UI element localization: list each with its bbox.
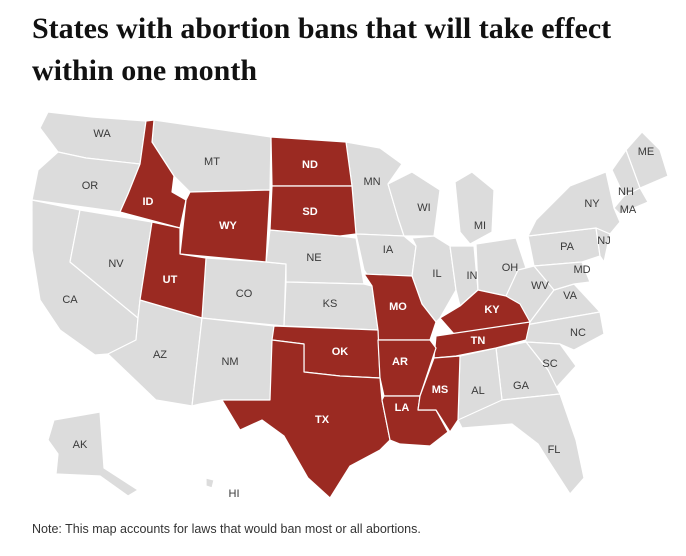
map-note: Note: This map accounts for laws that wo…: [32, 522, 421, 536]
state-wy: [179, 189, 271, 263]
state-label-in: IN: [467, 270, 478, 282]
state-label-tx: TX: [315, 414, 330, 426]
state-label-nc: NC: [570, 327, 586, 339]
state-ak: [47, 411, 139, 497]
state-label-ak: AK: [73, 439, 88, 451]
state-label-mo: MO: [389, 301, 407, 313]
state-label-ne: NE: [306, 252, 321, 264]
state-label-nj: NJ: [597, 235, 610, 247]
state-label-tn: TN: [471, 335, 486, 347]
state-label-sd: SD: [302, 206, 317, 218]
state-hi: [205, 477, 215, 489]
state-label-ca: CA: [62, 294, 78, 306]
state-label-fl: FL: [548, 444, 561, 456]
state-ms: [417, 355, 461, 433]
state-tx: [221, 339, 391, 499]
state-sd: [269, 185, 357, 237]
state-label-mi: MI: [474, 220, 486, 232]
state-label-mn: MN: [363, 176, 380, 188]
state-label-sc: SC: [542, 358, 557, 370]
state-label-wi: WI: [417, 202, 430, 214]
state-label-va: VA: [563, 290, 578, 302]
state-md: [533, 261, 591, 291]
state-label-wv: WV: [531, 280, 549, 292]
state-nj: [595, 227, 611, 263]
state-label-nh: NH: [618, 186, 634, 198]
state-label-nv: NV: [108, 258, 124, 270]
state-label-la: LA: [395, 402, 410, 414]
state-label-id: ID: [143, 196, 154, 208]
state-label-mt: MT: [204, 156, 220, 168]
state-fl: [457, 393, 585, 495]
state-label-il: IL: [432, 268, 441, 280]
state-il: [411, 235, 457, 323]
state-ny: [527, 171, 621, 237]
state-ut: [139, 221, 207, 319]
state-label-ia: IA: [383, 244, 394, 256]
state-label-md: MD: [573, 264, 590, 276]
state-label-ma: MA: [620, 204, 637, 216]
state-label-az: AZ: [153, 349, 167, 361]
state-mi: [454, 171, 495, 245]
state-label-me: ME: [638, 146, 655, 158]
state-label-ok: OK: [332, 346, 349, 358]
state-label-ky: KY: [484, 304, 500, 316]
state-label-ut: UT: [163, 274, 178, 286]
state-label-nm: NM: [221, 356, 238, 368]
state-label-ga: GA: [513, 380, 530, 392]
state-label-ks: KS: [323, 298, 338, 310]
state-ma: [613, 187, 649, 215]
state-label-ny: NY: [584, 198, 600, 210]
state-label-ms: MS: [432, 384, 449, 396]
state-label-or: OR: [82, 180, 99, 192]
state-label-hi: HI: [229, 488, 240, 500]
state-label-oh: OH: [502, 262, 519, 274]
state-label-co: CO: [236, 288, 253, 300]
state-label-wa: WA: [93, 128, 111, 140]
state-label-pa: PA: [560, 241, 575, 253]
state-label-wy: WY: [219, 220, 237, 232]
state-label-al: AL: [471, 385, 484, 397]
state-label-nd: ND: [302, 159, 318, 171]
state-label-ar: AR: [392, 356, 408, 368]
map-title: States with abortion bans that will take…: [32, 12, 612, 87]
